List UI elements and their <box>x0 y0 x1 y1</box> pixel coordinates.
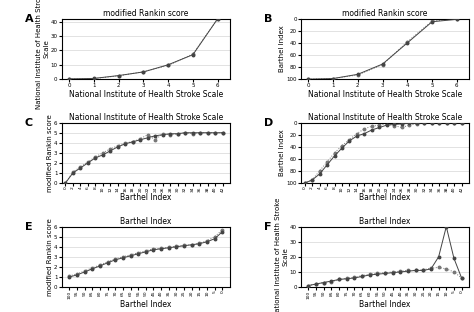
X-axis label: Barthel Index: Barthel Index <box>359 193 411 202</box>
Y-axis label: modified Rankin score: modified Rankin score <box>46 114 53 192</box>
X-axis label: National Institute of Health Stroke Scale: National Institute of Health Stroke Scal… <box>69 90 223 99</box>
Y-axis label: National Institute of Health Stroke
Scale: National Institute of Health Stroke Scal… <box>275 197 288 312</box>
Text: A: A <box>25 14 33 24</box>
Title: Barthel Index: Barthel Index <box>120 217 172 226</box>
Title: modified Rankin score: modified Rankin score <box>103 9 189 18</box>
X-axis label: Barthel Index: Barthel Index <box>120 193 172 202</box>
Text: C: C <box>25 118 33 128</box>
Y-axis label: Barthel Index: Barthel Index <box>279 129 285 176</box>
Title: Barthel Index: Barthel Index <box>359 217 411 226</box>
Y-axis label: modified Rankin score: modified Rankin score <box>46 218 53 296</box>
X-axis label: National Institute of Health Stroke Scale: National Institute of Health Stroke Scal… <box>308 90 462 99</box>
Title: National Institute of Health Stroke Scale: National Institute of Health Stroke Scal… <box>308 113 462 122</box>
Text: F: F <box>264 222 271 232</box>
Y-axis label: Barthel Index: Barthel Index <box>279 26 285 72</box>
X-axis label: Barthel Index: Barthel Index <box>120 300 172 309</box>
Title: modified Rankin score: modified Rankin score <box>342 9 428 18</box>
Y-axis label: National Institute of Health Stroke
Scale: National Institute of Health Stroke Scal… <box>36 0 49 109</box>
Text: E: E <box>25 222 32 232</box>
Text: B: B <box>264 14 272 24</box>
X-axis label: Barthel Index: Barthel Index <box>359 300 411 309</box>
Title: National Institute of Health Stroke Scale: National Institute of Health Stroke Scal… <box>69 113 223 122</box>
Text: D: D <box>264 118 273 128</box>
